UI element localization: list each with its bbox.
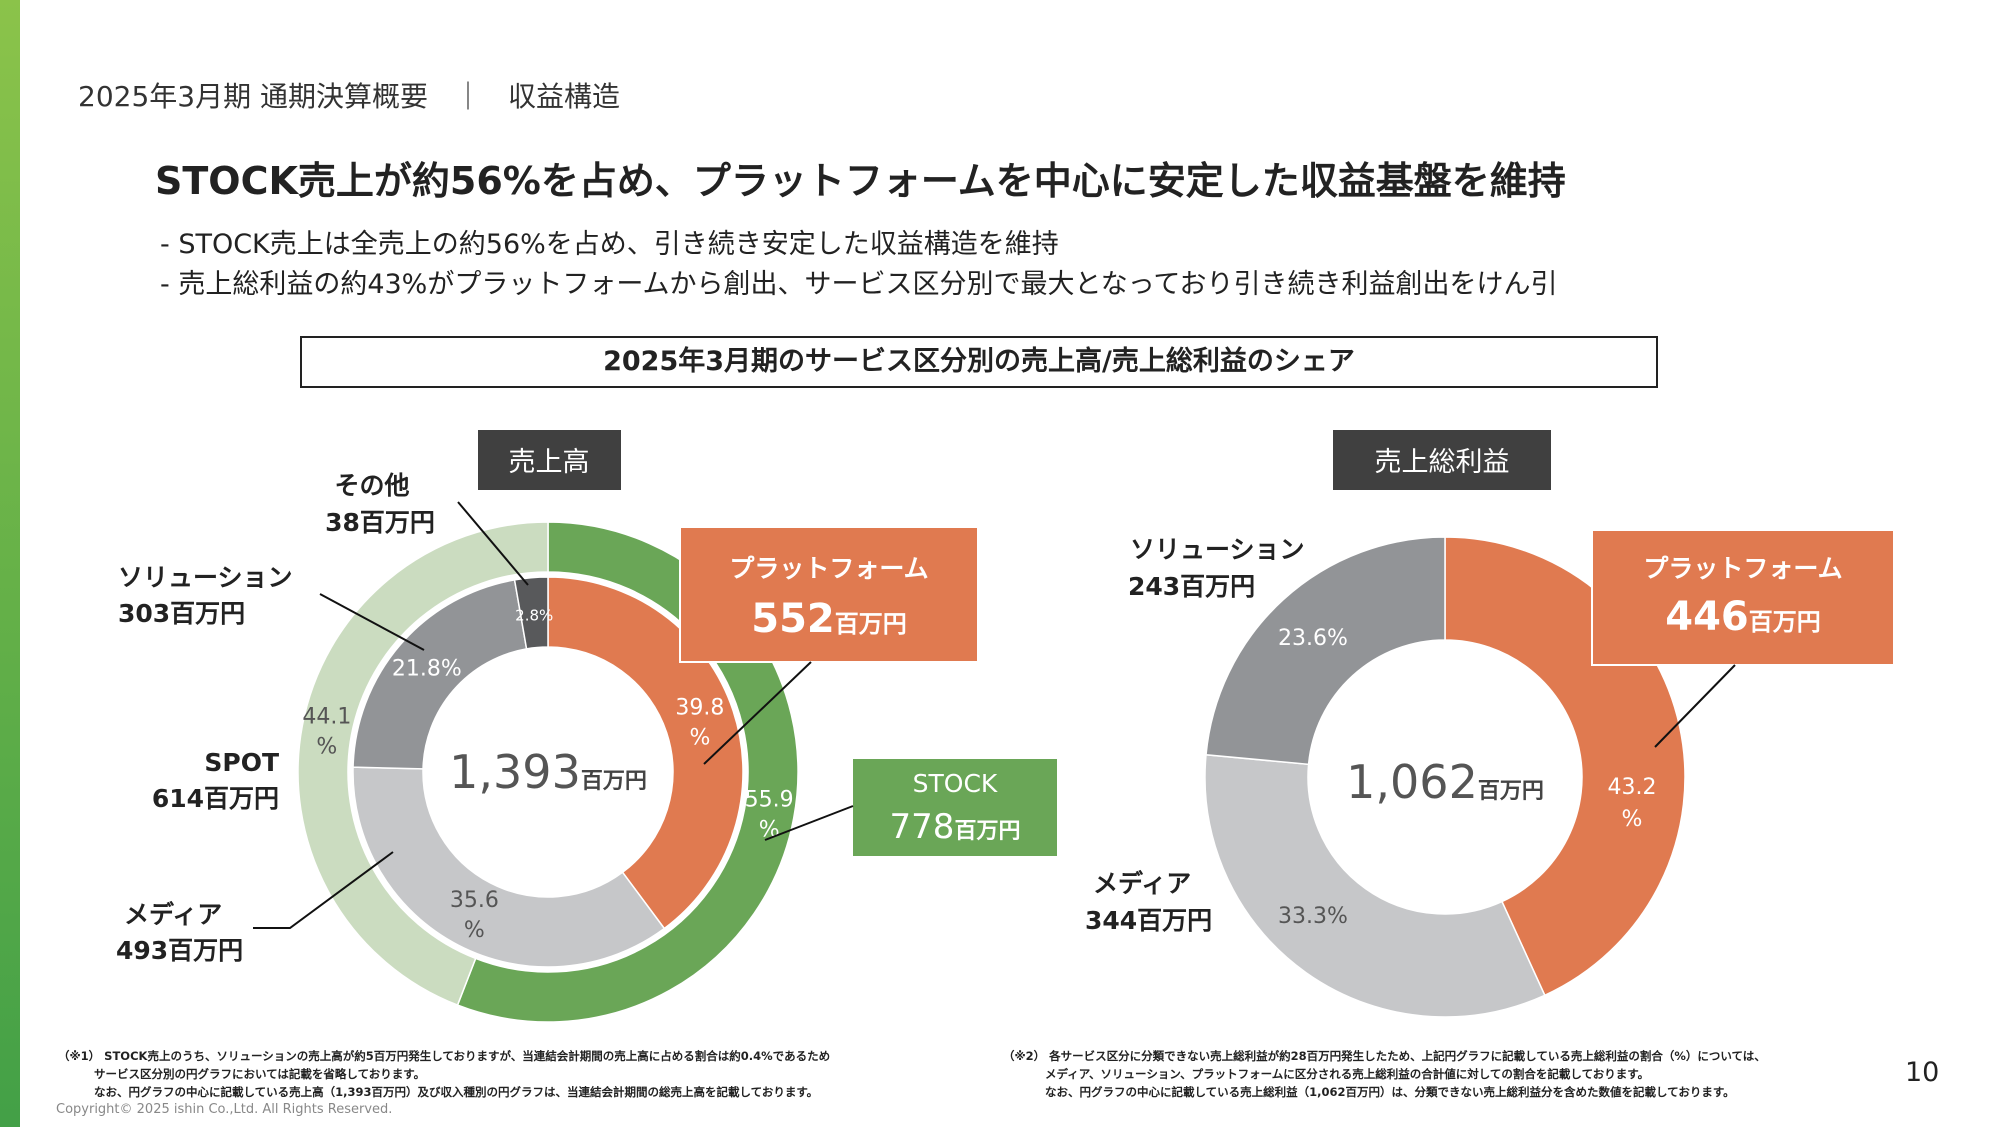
inner-ring-pct-label: 21.8% [392, 656, 462, 681]
chart2-ring-pct-label: 43.2 [1608, 775, 1657, 800]
page-number: 10 [1905, 1057, 1940, 1088]
breadcrumb-separator: ｜ [453, 80, 482, 113]
chart1-stock-unit: 百万円 [954, 819, 1020, 844]
chart1-platform-number: 552 [751, 596, 835, 642]
chart1-platform-name: プラットフォーム [729, 554, 928, 583]
chart1-platform-leader [703, 661, 812, 765]
inner-ring-pct-label: 39.8 [675, 696, 724, 721]
footnote-2: （※2） 各サービス区分に分類できない売上総利益が約28百万円発生したため、上記… [1003, 1047, 1766, 1101]
chart1-platform-unit: 百万円 [835, 610, 907, 638]
inner-ring-slice [513, 576, 549, 650]
chart2-solution-name: ソリューション [1130, 535, 1305, 564]
chart1-center-value: 1,393 [449, 745, 581, 799]
outer-ring-pct-label: 44.1 [302, 705, 351, 730]
summary-bullet: - STOCK売上は全売上の約56%を占め、引き続き安定した収益構造を維持 [160, 229, 1059, 260]
accent-bar [0, 0, 20, 1127]
chart1-center-total: 1,393百万円 [449, 745, 647, 799]
inner-ring-pct-label: 35.6 [450, 888, 499, 913]
chart2-platform-callout [1591, 529, 1895, 666]
section-title: 2025年3月期のサービス区分別の売上高/売上総利益のシェア [300, 336, 1658, 388]
chart1-stock-name: STOCK [913, 769, 998, 798]
chart2-title: 売上総利益 [1375, 447, 1510, 478]
inner-ring-pct-label: 2.8% [515, 607, 553, 625]
inner-ring-pct-label: % [689, 726, 710, 751]
chart2-center-total: 1,062百万円 [1346, 755, 1544, 809]
breadcrumb-topic: 収益構造 [508, 80, 621, 113]
chart1-other-leader [457, 501, 529, 586]
chart1-media-leader [253, 851, 394, 929]
chart1-other-value: 38百万円 [325, 508, 435, 537]
chart2-center-unit: 百万円 [1478, 779, 1544, 804]
chart2-platform-number: 446 [1665, 594, 1749, 640]
inner-ring-pct-label: % [464, 918, 485, 943]
footnote-2-line: メディア、ソリューション、プラットフォームに区分される売上総利益の合計値に対して… [1045, 1067, 1650, 1081]
copyright: Copyright© 2025 ishin Co.,Ltd. All Right… [56, 1102, 393, 1117]
chart1-media-value: 493百万円 [116, 936, 243, 965]
chart2-ring-slice [1204, 753, 1546, 1018]
footnote-1-line: （※1） STOCK売上のうち、ソリューションの売上高が約5百万円発生しておりま… [58, 1049, 831, 1063]
chart1-solution-value: 303百万円 [118, 599, 245, 628]
footnote-1-line: なお、円グラフの中心に記載している売上高（1,393百万円）及び収入種別の円グラ… [94, 1085, 819, 1099]
chart1-solution-leader [319, 593, 425, 651]
chart1-title: 売上高 [509, 447, 590, 478]
chart1-spot-value: 614百万円 [152, 784, 279, 813]
footnote-1-line: サービス区分別の円グラフにおいては記載を省略しております。 [94, 1067, 426, 1081]
chart2-header-box [1333, 430, 1551, 490]
chart1-spot-name: SPOT [204, 748, 279, 777]
chart1-stock-leader [764, 805, 854, 841]
page-headline: STOCK売上が約56%を占め、プラットフォームを中心に安定した収益基盤を維持 [155, 159, 1566, 203]
chart1-platform-callout [679, 526, 979, 663]
outer-ring-pct-label: 55.9 [745, 787, 794, 812]
breadcrumb: 2025年3月期 通期決算概要 ｜ 収益構造 [78, 75, 620, 115]
outer-ring-pct-label: % [316, 735, 337, 760]
footnote-1: （※1） STOCK売上のうち、ソリューションの売上高が約5百万円発生しておりま… [58, 1047, 830, 1101]
outer-ring-slice [297, 521, 549, 1007]
summary-bullets: - STOCK売上は全売上の約56%を占め、引き続き安定した収益構造を維持 - … [160, 225, 1558, 305]
chart1-header-box [478, 430, 621, 490]
chart2-platform-value: 446百万円 [1665, 594, 1821, 640]
footnote-2-line: （※2） 各サービス区分に分類できない売上総利益が約28百万円発生したため、上記… [1003, 1049, 1766, 1063]
chart2-ring-slice [1205, 536, 1446, 766]
chart1-solution-name: ソリューション [118, 563, 293, 592]
chart2-center-value: 1,062 [1346, 755, 1478, 809]
chart1-center-unit: 百万円 [581, 769, 647, 794]
footnote-2-line: なお、円グラフの中心に記載している売上総利益（1,062百万円）は、分類できない… [1045, 1085, 1735, 1099]
chart2-platform-name: プラットフォーム [1643, 554, 1842, 583]
inner-ring-slice [352, 766, 666, 968]
chart1-platform-value: 552百万円 [751, 596, 907, 642]
inner-ring-slice [352, 579, 528, 770]
chart2-ring-pct-label: 33.3% [1278, 904, 1348, 929]
chart1-media-name: メディア [124, 900, 222, 929]
summary-bullet: - 売上総利益の約43%がプラットフォームから創出、サービス区分別で最大となって… [160, 269, 1558, 300]
chart2-media-name: メディア [1093, 869, 1191, 898]
chart1-stock-value: 778百万円 [890, 807, 1021, 847]
chart1-other-name: その他 [334, 471, 409, 500]
chart2-media-value: 344百万円 [1085, 906, 1212, 935]
chart2-platform-unit: 百万円 [1749, 608, 1821, 636]
chart1-stock-callout [853, 759, 1057, 856]
chart2-ring-pct-label: 23.6% [1278, 626, 1348, 651]
chart2-platform-leader [1654, 664, 1736, 748]
chart2-solution-value: 243百万円 [1128, 572, 1255, 601]
chart2-ring-pct-label: % [1622, 807, 1643, 832]
breadcrumb-section: 2025年3月期 通期決算概要 [78, 80, 428, 113]
chart1-stock-number: 778 [890, 807, 955, 847]
